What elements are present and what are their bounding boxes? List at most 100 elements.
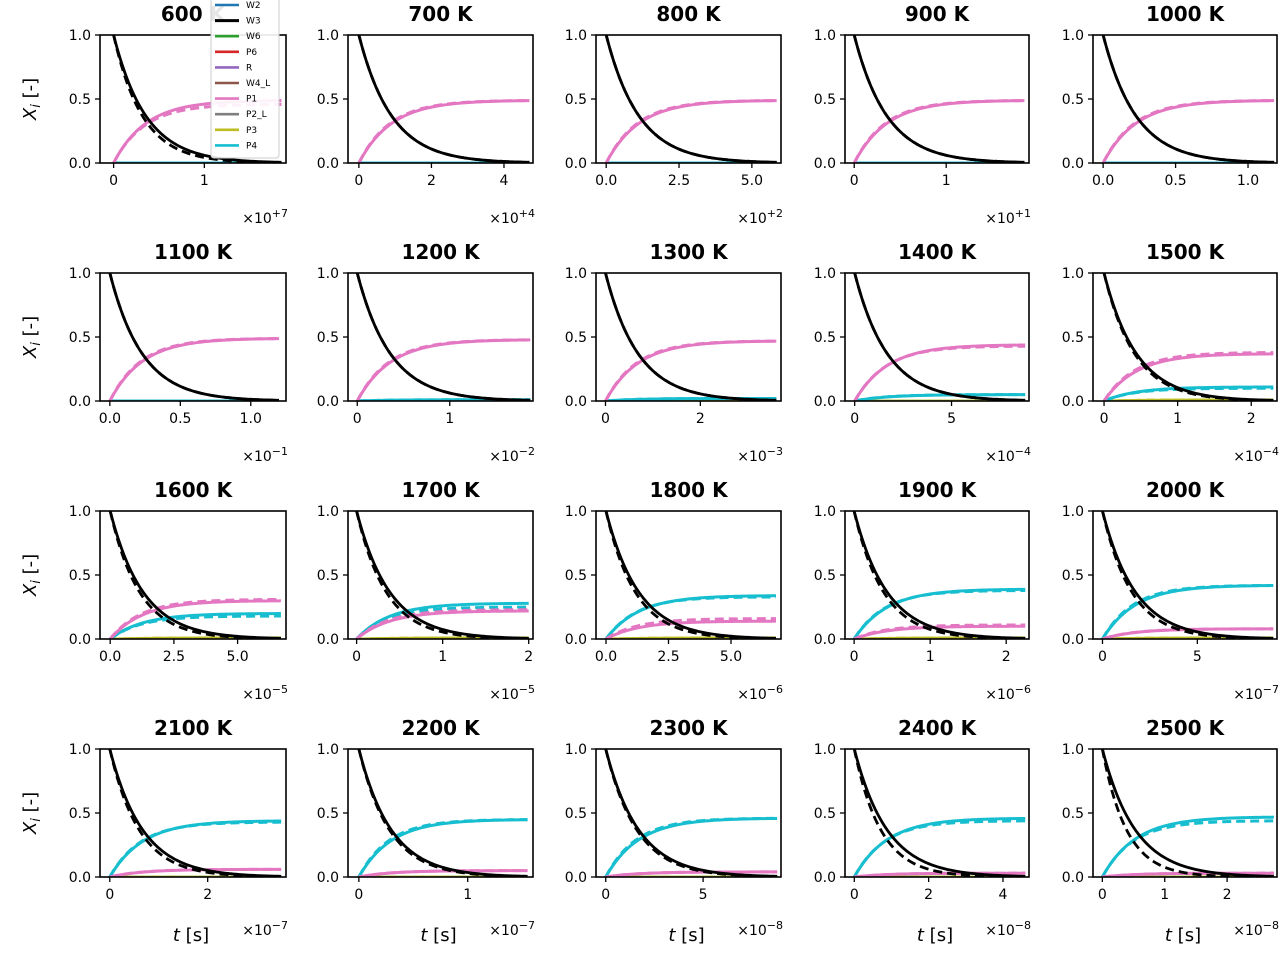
y-tick-label: 0.0	[565, 156, 587, 172]
subplot-title: 1000 K	[1146, 2, 1226, 26]
series-dashed-P4	[109, 614, 281, 639]
series-dashed-P1	[605, 617, 776, 639]
y-tick-label: 0.5	[317, 806, 339, 822]
series-dashed-P1	[358, 869, 528, 877]
plot-area	[604, 511, 777, 639]
legend-label: P4	[246, 141, 257, 151]
x-tick-label: 0	[850, 649, 859, 665]
y-tick-label: 0.0	[814, 870, 836, 886]
y-axis-label: Xi [-]	[20, 78, 44, 121]
subplot-title: 2500 K	[1146, 716, 1226, 740]
series-dashed-W3	[357, 35, 530, 163]
subplot: 2200 K 0.0 0.5 1.0 0 1 ×10−7 t [s]	[317, 716, 535, 946]
series-dashed-W3	[852, 511, 1026, 639]
subplot-title: 1800 K	[649, 478, 729, 502]
x-tick-label: 5.0	[226, 649, 248, 665]
subplot-title: 1400 K	[898, 240, 978, 264]
series-dashed-P1	[357, 99, 530, 163]
legend-label: R	[246, 63, 252, 73]
x-tick-label: 0	[1098, 649, 1107, 665]
y-tick-label: 0.5	[1062, 806, 1084, 822]
y-tick-label: 1.0	[317, 742, 339, 758]
x-tick-label: 0	[850, 173, 859, 189]
series-dashed-P4	[852, 589, 1026, 639]
y-tick-label: 1.0	[1062, 742, 1084, 758]
series-dashed-P1	[108, 337, 279, 401]
subplot: 900 K 0.0 0.5 1.0 0 1 ×10+1	[814, 2, 1031, 227]
plot-area	[357, 749, 528, 877]
x-tick-label: 0	[850, 887, 859, 903]
series-dashed-P4	[357, 818, 528, 877]
subplot-title: 1100 K	[154, 240, 234, 264]
x-tick-label: 1	[1173, 411, 1182, 427]
x-tick-label: 1	[200, 173, 209, 189]
series-line-W3	[852, 35, 1025, 163]
x-multiplier: ×10−6	[737, 683, 783, 703]
series-line-W3	[108, 749, 282, 877]
series-line-W3	[853, 273, 1026, 401]
y-tick-label: 0.5	[317, 330, 339, 346]
y-tick-label: 1.0	[317, 504, 339, 520]
subplot-title: 2200 K	[401, 716, 481, 740]
axes-frame	[595, 272, 782, 402]
series-line-W3	[1101, 749, 1274, 877]
x-axis-label: t [s]	[1165, 925, 1201, 946]
series-line-W3	[357, 35, 530, 163]
series-dashed-P4	[355, 605, 529, 639]
series-dashed-P1	[355, 338, 531, 401]
x-multiplier: ×10−8	[985, 919, 1031, 939]
series-dashed-W3	[108, 511, 281, 639]
series-dashed-P4	[1101, 583, 1274, 639]
series-dashed-W3	[1101, 511, 1274, 639]
y-tick-label: 1.0	[565, 28, 587, 44]
x-multiplier: ×10+7	[242, 207, 288, 227]
y-tick-label: 0.5	[814, 330, 836, 346]
series-dashed-P1	[1101, 99, 1275, 163]
axes-frame	[99, 272, 287, 402]
subplot-title: 1200 K	[401, 240, 481, 264]
axes-frame	[595, 34, 782, 164]
x-tick-label: 2	[427, 173, 436, 189]
plot-area	[355, 273, 531, 401]
x-tick-label: 5.0	[720, 649, 742, 665]
series-dashed-P1	[605, 870, 778, 877]
legend-box	[210, 0, 280, 159]
legend-label: W2	[246, 1, 261, 11]
x-tick-label: 0	[105, 887, 114, 903]
x-multiplier: ×10−7	[1233, 683, 1279, 703]
x-tick-label: 2	[1002, 649, 1011, 665]
y-tick-label: 0.0	[1062, 394, 1084, 410]
y-tick-label: 0.0	[814, 156, 836, 172]
series-dashed-W3	[852, 35, 1025, 163]
legend-label: W3	[246, 17, 261, 27]
y-tick-label: 0.5	[69, 330, 91, 346]
x-tick-label: 0	[850, 411, 859, 427]
series-dashed-P1	[853, 623, 1026, 639]
x-tick-label: 0.0	[595, 649, 617, 665]
x-multiplier: ×10−4	[985, 445, 1031, 465]
series-line-W3	[604, 749, 778, 877]
y-tick-label: 1.0	[814, 28, 836, 44]
y-tick-label: 0.5	[565, 92, 587, 108]
legend-label: P6	[246, 48, 257, 58]
y-tick-label: 0.0	[317, 394, 339, 410]
y-tick-label: 0.0	[69, 156, 91, 172]
y-tick-label: 0.0	[814, 394, 836, 410]
y-tick-label: 1.0	[814, 266, 836, 282]
series-dashed-P1	[852, 99, 1025, 163]
subplot-title: 800 K	[656, 2, 722, 26]
y-tick-label: 1.0	[1062, 266, 1084, 282]
series-dashed-P4	[604, 816, 778, 877]
series-dashed-P4	[1101, 819, 1274, 877]
series-dashed-P1	[604, 339, 777, 401]
legend-label: P2_L	[246, 110, 267, 120]
subplot: 1300 K 0.0 0.5 1.0 0 2 ×10−3	[565, 240, 783, 465]
y-tick-label: 1.0	[317, 28, 339, 44]
x-tick-label: 0.5	[169, 411, 191, 427]
subplot: 1000 K 0.0 0.5 1.0 0.0 0.5 1.0	[1062, 2, 1278, 189]
y-tick-label: 0.0	[565, 632, 587, 648]
x-tick-label: 0.0	[99, 649, 121, 665]
plot-area	[1101, 511, 1274, 639]
x-tick-label: 1.0	[240, 411, 262, 427]
